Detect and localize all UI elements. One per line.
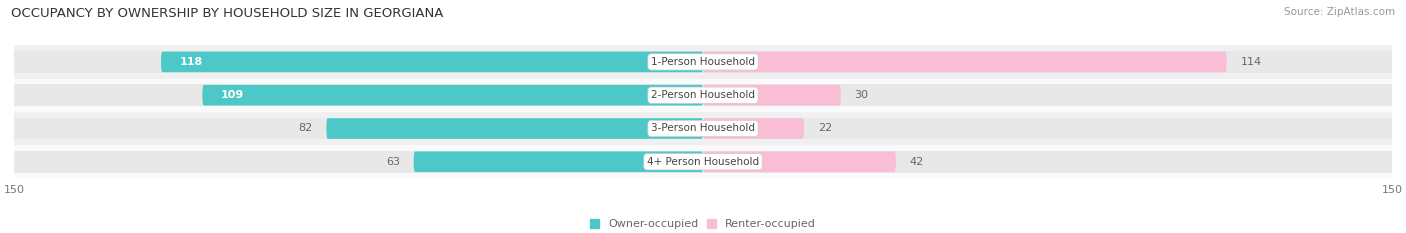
Bar <box>14 84 1392 106</box>
Text: 4+ Person Household: 4+ Person Household <box>647 157 759 167</box>
Text: 22: 22 <box>818 123 832 134</box>
Bar <box>14 151 1392 173</box>
Bar <box>14 112 1392 145</box>
Text: 3-Person Household: 3-Person Household <box>651 123 755 134</box>
Text: 30: 30 <box>855 90 869 100</box>
FancyBboxPatch shape <box>703 118 804 139</box>
FancyBboxPatch shape <box>703 151 896 172</box>
Text: 109: 109 <box>221 90 245 100</box>
Legend: Owner-occupied, Renter-occupied: Owner-occupied, Renter-occupied <box>591 219 815 229</box>
Bar <box>14 51 1392 73</box>
FancyBboxPatch shape <box>202 85 703 106</box>
Text: 42: 42 <box>910 157 924 167</box>
FancyBboxPatch shape <box>162 51 703 72</box>
Text: 2-Person Household: 2-Person Household <box>651 90 755 100</box>
Text: Source: ZipAtlas.com: Source: ZipAtlas.com <box>1284 7 1395 17</box>
FancyBboxPatch shape <box>326 118 703 139</box>
Text: 82: 82 <box>298 123 312 134</box>
Text: OCCUPANCY BY OWNERSHIP BY HOUSEHOLD SIZE IN GEORGIANA: OCCUPANCY BY OWNERSHIP BY HOUSEHOLD SIZE… <box>11 7 444 20</box>
Bar <box>14 79 1392 112</box>
FancyBboxPatch shape <box>413 151 703 172</box>
Bar <box>14 118 1392 139</box>
FancyBboxPatch shape <box>703 85 841 106</box>
Text: 118: 118 <box>180 57 202 67</box>
Bar <box>14 45 1392 79</box>
FancyBboxPatch shape <box>703 51 1226 72</box>
Bar <box>14 145 1392 178</box>
Text: 1-Person Household: 1-Person Household <box>651 57 755 67</box>
Text: 114: 114 <box>1240 57 1261 67</box>
Text: 63: 63 <box>385 157 399 167</box>
